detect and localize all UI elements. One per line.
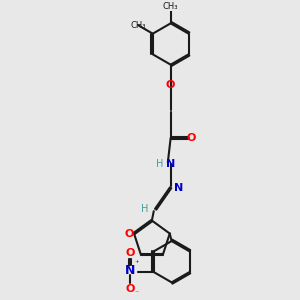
- Text: N: N: [166, 159, 175, 169]
- Text: H: H: [141, 204, 148, 214]
- Text: O: O: [124, 229, 134, 238]
- Text: ⁻: ⁻: [135, 288, 139, 297]
- Text: N: N: [125, 264, 135, 277]
- Text: CH₃: CH₃: [163, 2, 178, 11]
- Text: ⁺: ⁺: [135, 259, 139, 268]
- Text: H: H: [156, 159, 163, 169]
- Text: O: O: [166, 80, 175, 90]
- Text: CH₃: CH₃: [130, 21, 146, 30]
- Text: O: O: [126, 284, 135, 294]
- Text: N: N: [173, 183, 183, 193]
- Text: O: O: [187, 133, 196, 143]
- Text: O: O: [126, 248, 135, 258]
